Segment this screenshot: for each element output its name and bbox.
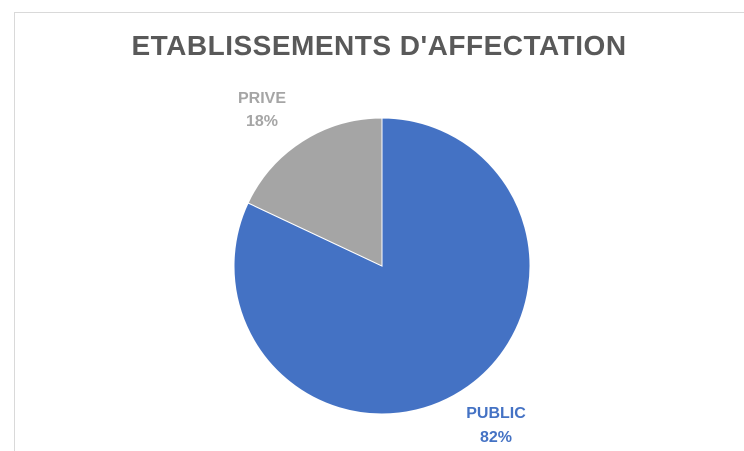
slice-value-public: 82%: [480, 429, 512, 446]
slice-value-prive: 18%: [246, 113, 278, 130]
slice-label-public: PUBLIC: [466, 405, 526, 422]
chart-border-top: [14, 12, 744, 13]
chart-title: ETABLISSEMENTS D'AFFECTATION: [131, 30, 627, 61]
slice-label-prive: PRIVE: [238, 90, 286, 107]
chart-border-left: [14, 12, 15, 451]
pie-slice-prive: [247, 117, 383, 267]
pie-slices: [233, 117, 531, 415]
pie-labels: PUBLIC 82% PRIVE 18%: [238, 90, 526, 446]
